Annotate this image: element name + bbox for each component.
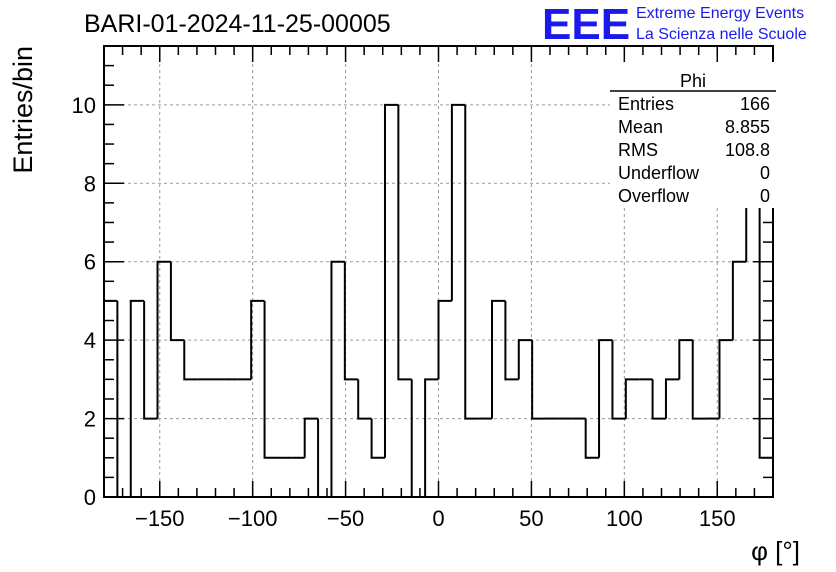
- x-tick-label: −100: [228, 506, 278, 531]
- x-tick-label: 50: [519, 506, 543, 531]
- stats-value: 0: [760, 186, 770, 206]
- histogram-bin: [143, 300, 158, 420]
- y-tick-label: 10: [72, 93, 96, 118]
- histogram-bin: [129, 299, 145, 497]
- histogram-bin: [678, 339, 693, 380]
- stats-value: 8.855: [725, 117, 770, 137]
- histogram-bin: [424, 378, 439, 497]
- histogram-bin: [584, 418, 600, 459]
- histogram-bin: [718, 339, 733, 419]
- y-tick-label: 2: [84, 407, 96, 432]
- brand-line-1: Extreme Energy Events: [636, 5, 804, 22]
- histogram-bin: [397, 104, 412, 381]
- stats-label: Mean: [618, 117, 663, 137]
- stats-value: 108.8: [725, 140, 770, 160]
- x-tick-label: 150: [699, 506, 736, 531]
- stats-label: Underflow: [618, 163, 700, 183]
- histogram-bin: [624, 378, 640, 419]
- stats-value: 0: [760, 163, 770, 183]
- histogram-bin: [611, 340, 626, 420]
- y-tick-label: 8: [84, 171, 96, 196]
- histogram-bin: [598, 339, 613, 458]
- histogram-bin: [343, 261, 359, 381]
- histogram-bin: [437, 299, 452, 380]
- histogram-bin: [156, 260, 171, 419]
- histogram-bin: [116, 300, 131, 498]
- histogram-bin: [169, 261, 185, 342]
- histogram-bin: [330, 260, 345, 497]
- stats-box: Phi Entries 166 Mean 8.855 RMS 108.8 Underflow…: [610, 62, 776, 208]
- histogram-bin: [531, 340, 546, 420]
- histogram-bin: [664, 378, 680, 419]
- histogram-bin: [410, 379, 426, 498]
- brand-line-2: La Scienza nelle Scuole: [636, 26, 807, 43]
- y-tick-label: 6: [84, 250, 96, 275]
- histogram-bin: [491, 299, 506, 419]
- x-tick-label: 100: [606, 506, 643, 531]
- histogram-bin: [303, 417, 319, 458]
- y-tick-label: 0: [84, 485, 96, 510]
- chart-title: BARI-01-2024-11-25-00005: [84, 10, 391, 38]
- stats-value: 166: [740, 94, 770, 114]
- x-tick-label: −150: [135, 506, 185, 531]
- histogram-bin: [450, 103, 466, 301]
- x-axis-label: φ [°]: [751, 536, 800, 566]
- x-tick-labels: −150 −100 −50 0 50 100 150: [135, 506, 736, 531]
- histogram-bin: [731, 260, 747, 341]
- stats-label: Entries: [618, 94, 674, 114]
- stats-label: RMS: [618, 140, 658, 160]
- y-tick-labels: 0 2 4 6 8 10: [72, 93, 96, 510]
- histogram-bin: [317, 418, 332, 498]
- histogram-bin: [517, 339, 533, 380]
- x-tick-label: 0: [432, 506, 444, 531]
- histogram-bin: [691, 340, 707, 420]
- stats-rows: Entries 166 Mean 8.855 RMS 108.8 Underflow 0 Ove…: [618, 94, 770, 206]
- histogram-bin: [651, 379, 666, 420]
- histogram-bin: [250, 299, 265, 380]
- histogram-bin: [464, 104, 479, 420]
- stats-title: Phi: [680, 71, 706, 91]
- stats-box-bg: [610, 62, 776, 208]
- y-tick-label: 4: [84, 328, 96, 353]
- histogram-bars: [103, 64, 774, 498]
- histogram-bin: [357, 379, 372, 420]
- stats-label: Overflow: [618, 186, 690, 206]
- histogram-bin: [370, 418, 385, 459]
- x-tick-label: −50: [327, 506, 364, 531]
- eee-logo: EEE: [542, 0, 630, 49]
- histogram-bin: [183, 340, 198, 381]
- histogram-bin: [504, 300, 519, 381]
- axis-ticks: [104, 46, 773, 498]
- histogram-bin: [383, 103, 399, 458]
- y-axis-label: Entries/bin: [8, 46, 38, 174]
- histogram-bin: [263, 300, 278, 459]
